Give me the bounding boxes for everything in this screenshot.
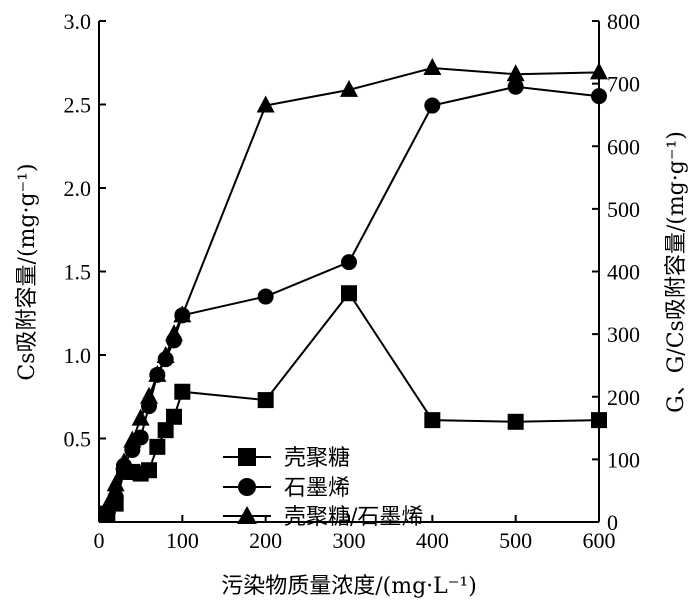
right-y-tick-label: 0 [607,510,618,535]
left-y-tick-label: 1.5 [64,260,92,285]
data-point-circle [257,288,274,305]
legend-label: 石墨烯 [284,476,350,501]
triangle-marker-icon [237,506,257,524]
data-point-triangle [165,324,183,342]
data-point-square [141,462,157,479]
data-point-circle [591,88,607,105]
right-y-tick-label: 600 [607,134,640,159]
left-y-axis-title: Cs吸附容量/(mg·g⁻¹) [15,163,40,380]
legend-label: 壳聚糖/石墨烯 [284,505,423,530]
left-y-tick-label: 3.0 [64,9,92,34]
series-group [98,57,608,522]
legend-item-graphene: 石墨烯 [223,476,350,501]
data-point-square [591,412,607,429]
data-point-square [507,413,524,430]
left-y-tick-label: 2.0 [64,176,92,201]
x-tick-label: 300 [333,528,366,553]
data-point-triangle [131,408,150,426]
data-point-square [149,438,166,455]
data-point-square [174,383,191,400]
right-y-tick-label: 500 [607,197,640,222]
left-y-tick-label: 1.0 [64,343,92,368]
right-y-tick-label: 200 [607,385,640,410]
right-y-ticks: 0 100 200 300 400 500 600 700 800 [592,9,640,535]
left-y-tick-label: 0.5 [64,427,92,452]
legend-label: 壳聚糖 [284,446,350,471]
right-y-tick-label: 700 [607,72,640,97]
series-3 [98,57,608,514]
data-point-circle [507,78,524,95]
legend-item-chitosan: 壳聚糖 [223,446,350,471]
legend-item-chitosan-graphene: 壳聚糖/石墨烯 [223,505,423,530]
data-point-square [341,285,357,302]
x-tick-label: 0 [94,528,105,553]
data-point-triangle [98,496,117,514]
data-point-triangle [123,430,142,448]
data-point-triangle [256,95,275,113]
right-y-tick-label: 300 [607,322,640,347]
right-y-tick-label: 400 [607,260,640,285]
right-y-axis-title: G、G/Cs吸附容量/(mg·g⁻¹) [664,131,689,413]
data-point-triangle [340,79,358,97]
data-point-triangle [140,386,158,404]
circle-marker-icon [238,478,256,496]
right-y-tick-label: 800 [607,9,640,34]
square-marker-icon [238,448,256,466]
x-tick-label: 400 [416,528,449,553]
series-line [106,291,600,515]
data-point-triangle [173,305,192,323]
data-point-square [257,392,274,409]
data-point-triangle [590,62,608,80]
data-point-square [166,408,182,425]
left-y-tick-label: 2.5 [64,93,92,118]
data-point-square [424,412,441,429]
data-point-triangle [156,346,175,364]
left-y-ticks: 0.5 1.0 1.5 2.0 2.5 3.0 [64,9,106,452]
x-ticks: 0 100 200 300 400 500 600 [94,515,616,553]
legend: 壳聚糖 石墨烯 壳聚糖/石墨烯 [223,446,423,530]
data-point-triangle [148,364,167,382]
data-point-square [157,422,174,439]
x-tick-label: 600 [583,528,616,553]
data-point-circle [424,97,441,114]
data-point-triangle [423,57,442,75]
x-axis-title: 污染物质量浓度/(mg·L⁻¹) [221,574,477,599]
data-point-circle [341,254,357,271]
right-y-tick-label: 100 [607,447,640,472]
x-tick-label: 100 [166,528,199,553]
data-point-triangle [115,452,133,470]
data-point-triangle [106,474,125,492]
x-tick-label: 500 [499,528,532,553]
data-point-triangle [506,64,525,82]
x-tick-label: 200 [249,528,282,553]
